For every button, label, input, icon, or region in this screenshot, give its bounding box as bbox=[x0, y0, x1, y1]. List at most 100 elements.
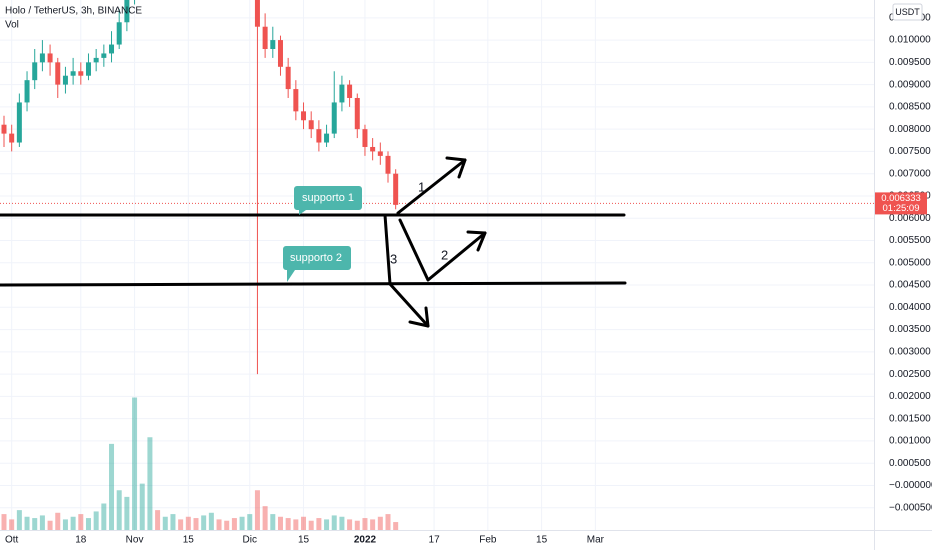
arrow-head bbox=[445, 156, 467, 179]
y-tick-label: 0.007000 bbox=[889, 168, 931, 179]
volume-bar bbox=[370, 519, 376, 530]
y-tick-label: 0.002000 bbox=[889, 391, 931, 402]
arrow-label: 3 bbox=[390, 251, 397, 266]
callout bbox=[294, 186, 362, 215]
candle-body bbox=[93, 57, 99, 63]
candle-body bbox=[47, 53, 53, 63]
y-tick-label: 0.006000 bbox=[889, 213, 931, 224]
candle-body bbox=[339, 84, 345, 103]
candle-body bbox=[124, 0, 130, 23]
x-tick-label: Mar bbox=[587, 535, 605, 546]
volume-bar bbox=[262, 506, 268, 530]
volume-bar bbox=[109, 443, 115, 530]
y-tick-label: 0.005500 bbox=[889, 235, 931, 246]
y-tick-label: 0.008500 bbox=[889, 102, 931, 113]
callout-text: supporto 2 bbox=[290, 252, 342, 264]
candle-body bbox=[277, 40, 283, 67]
chart-title: Holo / TetherUS, 3h, BINANCE bbox=[5, 6, 142, 17]
x-tick-label: 2022 bbox=[354, 535, 377, 546]
volume-bar bbox=[124, 496, 130, 530]
volume-bar bbox=[216, 519, 222, 530]
candle-body bbox=[262, 26, 268, 49]
currency-box[interactable] bbox=[892, 3, 923, 21]
candle-body bbox=[331, 102, 337, 134]
candle-body bbox=[1, 124, 7, 134]
volume-bar bbox=[377, 516, 383, 530]
y-tick-label: 0.003500 bbox=[889, 324, 931, 335]
volume-bar bbox=[193, 518, 199, 530]
x-tick-label: 15 bbox=[183, 535, 195, 546]
volume-bar bbox=[285, 518, 291, 530]
candle-body bbox=[362, 129, 368, 147]
y-tick-label: −0.000500 bbox=[889, 502, 932, 513]
x-tick-label: Nov bbox=[126, 535, 144, 546]
volume-bar bbox=[331, 515, 337, 530]
volume-bar bbox=[347, 519, 353, 530]
candle-body bbox=[354, 97, 360, 130]
y-tick-label: 0.000500 bbox=[889, 458, 931, 469]
volume-bar bbox=[70, 516, 76, 530]
volume-bar bbox=[139, 483, 145, 530]
arrow-label: 2 bbox=[441, 247, 448, 262]
volume-bar bbox=[239, 516, 245, 530]
countdown: 01:25:09 bbox=[883, 203, 920, 214]
volume-bar bbox=[277, 516, 283, 530]
volume-bar bbox=[385, 514, 391, 530]
volume-bar bbox=[101, 503, 107, 530]
y-tick-label: 0.008000 bbox=[889, 124, 931, 135]
candle-body bbox=[347, 84, 353, 98]
candle-body bbox=[324, 133, 330, 143]
candle-body bbox=[316, 129, 322, 143]
volume-bar bbox=[132, 397, 138, 530]
volume-bar bbox=[155, 510, 161, 530]
candle-body bbox=[385, 155, 391, 174]
candle-body bbox=[308, 120, 314, 130]
volume-bar bbox=[178, 519, 184, 530]
volume-bar bbox=[16, 510, 22, 530]
candle-body bbox=[285, 66, 291, 90]
candle-body bbox=[393, 173, 399, 205]
last-price-box bbox=[875, 192, 927, 215]
candle-body bbox=[55, 62, 61, 85]
y-tick-label: −0.000000 bbox=[889, 480, 932, 491]
volume-bar bbox=[1, 514, 7, 530]
candle-body bbox=[70, 71, 76, 76]
y-tick-label: 0.003000 bbox=[889, 346, 931, 357]
candle-body bbox=[254, 0, 260, 27]
plot-area bbox=[0, 0, 874, 530]
candle-body bbox=[377, 151, 383, 156]
candle-body bbox=[101, 53, 107, 58]
candle-body bbox=[301, 111, 307, 121]
candle-body bbox=[9, 133, 15, 143]
volume-bar bbox=[254, 490, 260, 530]
x-tick-label: Ott bbox=[5, 535, 19, 546]
candle-body bbox=[78, 71, 84, 76]
volume-bar bbox=[247, 514, 253, 530]
currency[interactable]: USDT bbox=[895, 7, 920, 17]
drawings: supporto 1 supporto 2 1 2 3 bbox=[0, 156, 627, 328]
candle-body bbox=[109, 44, 115, 54]
candle-body bbox=[270, 40, 276, 49]
volume-bar bbox=[362, 518, 368, 530]
y-tick-label: 0.010000 bbox=[889, 35, 931, 46]
volume-bar bbox=[293, 519, 299, 530]
volume-bar bbox=[185, 516, 191, 530]
candle-body bbox=[39, 53, 45, 63]
y-tick-label: 0.004000 bbox=[889, 302, 931, 313]
x-tick-label: 15 bbox=[536, 535, 548, 546]
volume-bar bbox=[201, 515, 207, 530]
y-tick-label: 0.002500 bbox=[889, 369, 931, 380]
volume-bar bbox=[170, 514, 176, 530]
volume-bar bbox=[354, 520, 360, 530]
arrow bbox=[398, 218, 487, 282]
volume-bar bbox=[339, 516, 345, 530]
support-line bbox=[0, 281, 627, 287]
y-tick-label: 0.004500 bbox=[889, 280, 931, 291]
volume-bar bbox=[316, 518, 322, 530]
candle-body bbox=[24, 80, 30, 103]
volume-bar bbox=[324, 519, 330, 530]
arrow bbox=[396, 158, 467, 215]
x-tick-label: Dic bbox=[243, 535, 257, 546]
callout bbox=[283, 246, 351, 282]
callout-text: supporto 1 bbox=[302, 192, 354, 204]
